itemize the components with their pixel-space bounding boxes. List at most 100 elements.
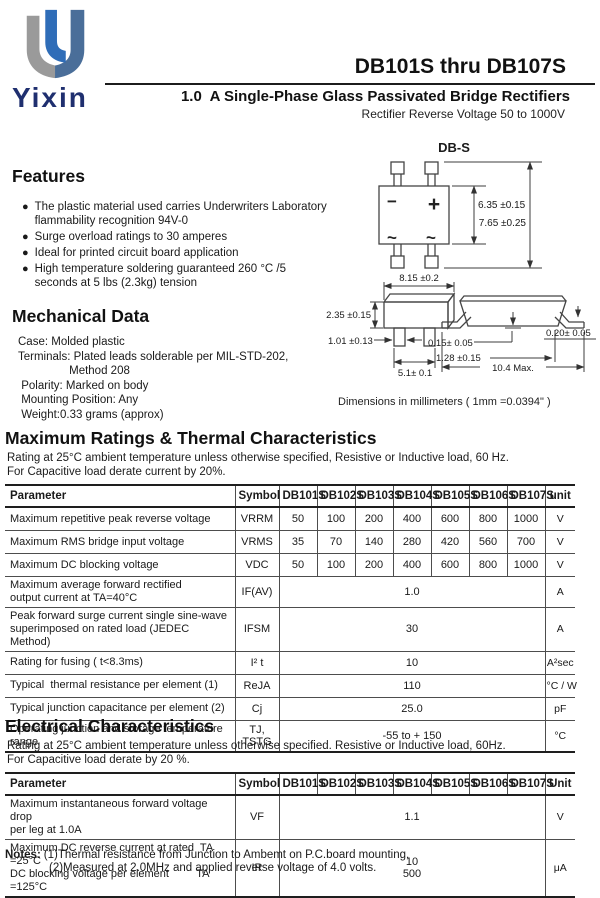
col-header-db103s: DB103S [354,772,402,796]
ac-mark: ~ [426,228,436,247]
table-row: Maximum RMS bridge input voltage VRMS 35 70… [5,530,575,554]
symbol-cell: ReJA [234,673,280,698]
mechanical-line: Terminals: Plated leads solderable per M… [18,350,289,363]
unit-cell: V [544,553,575,577]
footnotes-section: Notes: (1)Thermal resistance from Junctio… [5,849,409,874]
table-row: Maximum average forward rectified output… [5,576,575,608]
logo-wordmark: Yixin [12,82,88,113]
value-cell: 600 [430,506,470,531]
dim-lead-length: 1.28 ±0.15 [436,353,481,364]
value-cell: 560 [468,530,508,554]
features-heading: Features [12,166,85,186]
param-cell: Typical junction capacitance per element… [5,696,236,721]
header-divider [105,83,595,85]
col-header-unit: unit [544,484,575,508]
unit-cell: A²sec [544,650,575,675]
bullet-icon: ● [22,201,29,213]
mechanical-line: Method 208 [18,365,130,377]
col-header-db104s: DB104S [392,484,440,508]
col-header-db101s: DB101S [278,772,326,796]
symbol-cell: VF [234,794,280,840]
package-top-view-drawing: − + ~ ~ 6.35 ±0.15 7.65 ±0.25 [378,161,542,269]
col-header-db107s: DB107S [506,772,554,796]
derate-note: For Capacitive load derate by 20 %. [7,753,190,766]
features-section: Features ● The plastic material used car… [12,166,330,292]
param-cell: Maximum DC blocking voltage [5,553,236,577]
package-gullwing-view-drawing: 0.15± 0.05 1.28 ±0.15 0.20± 0.05 10.4 Ma… [428,295,596,374]
value-cell: 200 [354,553,394,577]
value-cell: 100 [316,506,356,531]
electrical-table: Parameter Symbol DB101S DB102S DB103S DB104S D… [5,772,575,898]
package-side-view-drawing: 8.15 ±0.2 2.35 ±0.15 1.01 ±0.13 5.1± 0.1 [326,273,456,379]
col-header-db106s: DB106S [468,484,516,508]
value-cell: 600 [430,553,470,577]
dimensions-caption: Dimensions in millimeters ( 1mm =0.0394"… [338,396,551,408]
table-header-row: Parameter Symbol DB101S DB102S DB103S DB104S D… [5,772,575,796]
footnote-line: Notes: (1)Thermal resistance from Junctio… [5,849,409,862]
unit-cell: A [544,576,575,608]
value-cell: 400 [392,553,432,577]
unit-cell: μA [544,838,575,898]
bullet-icon: ● [22,263,29,275]
unit-cell: V [544,530,575,554]
param-cell: Maximum average forward rectified output… [5,576,236,608]
yixin-logo-icon [26,9,85,79]
voltage-range-subtitle: Rectifier Reverse Voltage 50 to 1000V [361,107,565,121]
value-cell: 200 [354,506,394,531]
notes-label: Notes: [5,849,41,861]
table-row: Typical thermal resistance per element (… [5,673,577,698]
param-cell: Maximum instantaneous forward voltage dr… [5,794,236,840]
value-cell: 35 [278,530,318,554]
value-cell: 50 [278,506,318,531]
param-cell: Maximum RMS bridge input voltage [5,530,236,554]
value-cell: 140 [354,530,394,554]
value-cell: 100 [316,553,356,577]
value-cell: 1.0 [278,576,546,608]
features-list: ● The plastic material used carries Unde… [12,200,330,290]
unit-cell: V [544,794,575,840]
page-title: DB101S thru DB107S [354,55,566,78]
value-cell: 700 [506,530,546,554]
dim-overall-width: 10.4 Max. [492,363,534,374]
table-row: Maximum DC blocking voltage VDC 50 100 200 40… [5,553,575,577]
feature-text: High temperature soldering guaranteed 26… [34,263,287,289]
value-cell: 400 [392,506,432,531]
rating-conditions-note: Rating at 25°C ambient temperature unles… [7,452,509,464]
mechanical-line: Weight:0.33 grams (approx) [18,408,164,421]
feature-item: ● Surge overload ratings to 30 amperes [22,230,330,244]
minus-polarity-mark: − [387,192,397,211]
unit-cell: A [544,606,575,652]
dim-body-height: 6.35 ±0.15 [478,200,526,211]
symbol-cell: VDC [234,553,280,577]
feature-text: Ideal for printed circuit board applicat… [34,247,239,259]
datasheet-page: { "header": { "logo_text": "Yixin", "par… [5,9,596,898]
symbol-cell: TJ, TSTG [234,719,280,753]
table-header-row: Parameter Symbol DB101S DB102S DB103S DB104S D… [5,484,575,508]
value-cell: 1000 [506,506,546,531]
product-subtitle: 1.0 A Single-Phase Glass Passivated Brid… [180,88,570,105]
mechanical-data-section: Mechanical Data Case: Molded plastic Ter… [12,306,330,422]
feature-text: Surge overload ratings to 30 amperes [34,231,228,243]
col-header-symbol: Symbol [234,772,280,796]
value-cell: 1000 [506,553,546,577]
param-cell: Typical thermal resistance per element (… [5,673,236,698]
value-cell: 800 [468,553,508,577]
table-row: Rating for fusing ( t<8.3ms) I² t 10 A²sec [5,650,575,675]
dim-body-thickness: 2.35 ±0.15 [326,310,371,321]
unit-cell: V [544,506,575,531]
symbol-cell: IFSM [234,606,280,652]
col-header-db102s: DB102S [316,484,364,508]
symbol-cell: I² t [234,650,280,675]
table-row: Typical junction capacitance per element… [5,696,575,721]
mechanical-lines: Case: Molded plastic Terminals: Plated l… [12,335,330,422]
max-ratings-section: Maximum Ratings & Thermal Characteristic… [5,428,577,753]
param-cell: Rating for fusing ( t<8.3ms) [5,650,236,675]
value-cell: 10 [278,650,546,675]
bullet-icon: ● [22,247,29,259]
symbol-cell: VRMS [234,530,280,554]
symbol-cell: IF(AV) [234,576,280,608]
feature-text: The plastic material used carries Underw… [34,201,327,227]
col-header-db104s: DB104S [392,772,440,796]
unit-cell: °C / W [544,673,577,698]
col-header-db105s: DB105S [430,772,478,796]
